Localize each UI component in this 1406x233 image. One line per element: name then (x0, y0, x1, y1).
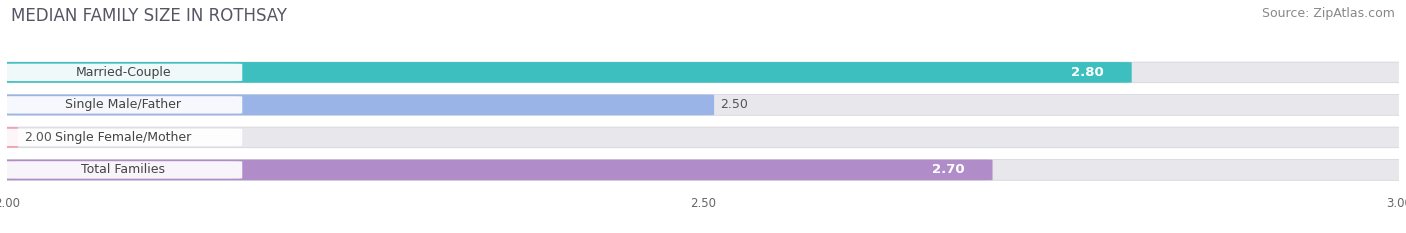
FancyBboxPatch shape (4, 64, 242, 81)
FancyBboxPatch shape (0, 62, 1132, 83)
FancyBboxPatch shape (4, 96, 242, 114)
FancyBboxPatch shape (0, 95, 714, 115)
Text: 2.70: 2.70 (932, 163, 965, 176)
FancyBboxPatch shape (0, 62, 1406, 83)
Text: Source: ZipAtlas.com: Source: ZipAtlas.com (1261, 7, 1395, 20)
Text: Total Families: Total Families (82, 163, 166, 176)
FancyBboxPatch shape (0, 160, 993, 180)
FancyBboxPatch shape (4, 161, 242, 179)
Text: 2.80: 2.80 (1071, 66, 1104, 79)
Text: 2.00: 2.00 (24, 131, 52, 144)
Text: Single Male/Father: Single Male/Father (65, 98, 181, 111)
FancyBboxPatch shape (4, 129, 242, 146)
Text: Married-Couple: Married-Couple (76, 66, 172, 79)
Text: MEDIAN FAMILY SIZE IN ROTHSAY: MEDIAN FAMILY SIZE IN ROTHSAY (11, 7, 287, 25)
Text: Single Female/Mother: Single Female/Mother (55, 131, 191, 144)
FancyBboxPatch shape (0, 127, 1406, 148)
FancyBboxPatch shape (0, 160, 1406, 180)
Text: 2.50: 2.50 (720, 98, 748, 111)
FancyBboxPatch shape (0, 95, 1406, 115)
FancyBboxPatch shape (0, 127, 18, 148)
